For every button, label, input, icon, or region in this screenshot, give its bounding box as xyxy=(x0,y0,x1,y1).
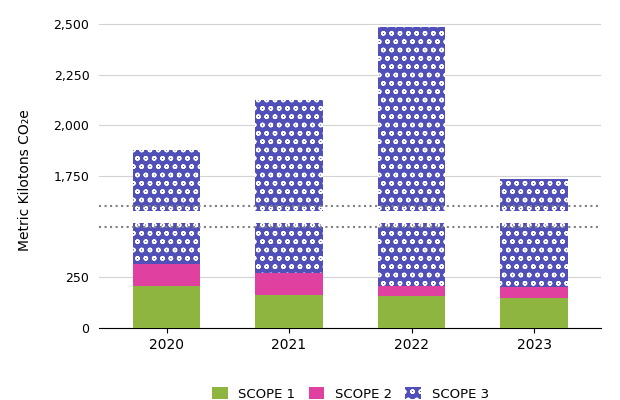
Bar xyxy=(378,296,445,328)
Bar xyxy=(378,0,445,286)
Legend: SCOPE 1, SCOPE 2, SCOPE 3: SCOPE 1, SCOPE 2, SCOPE 3 xyxy=(206,382,494,400)
Bar xyxy=(378,286,445,296)
Bar xyxy=(255,0,323,273)
Text: Metric Kilotons CO₂e: Metric Kilotons CO₂e xyxy=(18,109,32,251)
Bar xyxy=(500,0,568,288)
Bar xyxy=(500,288,568,298)
Bar xyxy=(133,150,200,400)
Bar xyxy=(255,294,323,328)
Bar xyxy=(378,26,445,400)
Bar xyxy=(133,0,200,264)
Bar xyxy=(255,273,323,294)
Bar xyxy=(500,178,568,400)
Bar xyxy=(133,264,200,286)
Bar xyxy=(255,100,323,400)
Bar xyxy=(500,298,568,328)
Bar xyxy=(133,286,200,328)
